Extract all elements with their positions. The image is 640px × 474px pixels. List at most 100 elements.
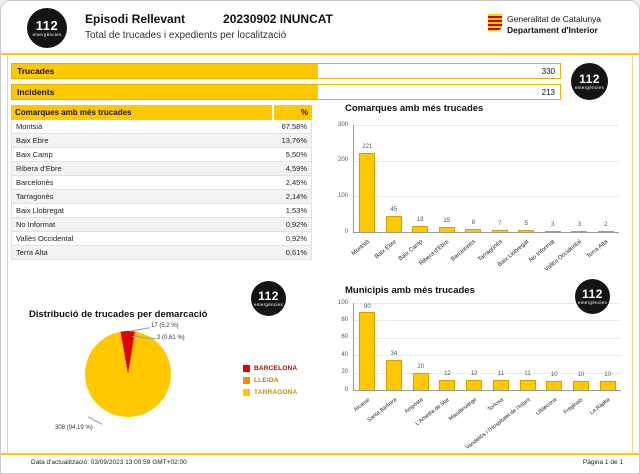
legend-label: BARCELONA: [254, 365, 298, 372]
bar: [597, 231, 614, 232]
bar-value-label: 10: [577, 372, 585, 379]
bar-chart: 0 20 40 60 80 100 90 34 20 12 12 11 11 10 10 10 Alcana…: [331, 299, 633, 455]
table-row: Baix Llobregat 1,53%: [11, 204, 312, 218]
org-name: Generalitat de Catalunya: [507, 14, 602, 24]
comarca-pct: 0,92%: [285, 220, 307, 229]
comarques-table-rows: Montsià 67,58% Baix Ebre 13,76% Baix Camp 5,5…: [11, 120, 312, 260]
y-tick-label: 20: [341, 369, 348, 376]
bar: [438, 226, 455, 232]
bar: [359, 311, 376, 390]
x-category-label: Tarragonès: [476, 239, 504, 263]
bar: [546, 381, 563, 390]
header-divider: [1, 53, 639, 55]
bar-chart: 0 100 200 300 221 45 18 15 8 7 5 3 3 2 Montsià Baix E…: [331, 122, 631, 273]
bar-value-label: 5: [524, 221, 528, 228]
footer-divider: [1, 453, 639, 455]
legend-item: TARRAGONA: [243, 389, 298, 396]
bar-value-label: 221: [362, 144, 373, 151]
comarques-bar-chart-panel: Comarques amb més trucades 0 100 200 300 22…: [331, 97, 631, 273]
table-row: Tarragonès 2,14%: [11, 190, 312, 204]
logo-112-number: 112: [35, 17, 59, 33]
y-tick-label: 80: [341, 316, 348, 323]
org-department: Departament d'Interior: [507, 25, 598, 36]
bar-value-label: 90: [364, 304, 371, 310]
bar: [412, 225, 429, 232]
summary-row: Incidents 213: [11, 84, 561, 100]
bar: [465, 229, 482, 232]
summary-label: Incidents: [12, 85, 318, 99]
emergency-112-logo: 112 emergències: [27, 8, 67, 48]
gridline: [354, 303, 621, 304]
x-category-label: Baix Camp: [397, 239, 425, 263]
bar-value-label: 18: [416, 216, 424, 223]
comarca-name: No Informat: [16, 220, 56, 229]
bar-value-label: 10: [604, 372, 611, 379]
chart-title: Comarques amb més trucades: [345, 103, 484, 114]
logo-112-number: 112: [579, 71, 600, 86]
comarca-name: Ribera d'Ebre: [16, 164, 62, 173]
pie-annotation: 308 (94,19 %): [55, 425, 93, 431]
gridline: [354, 196, 619, 198]
comarca-pct: 0,61%: [285, 248, 307, 257]
bar-value-label: 12: [470, 370, 478, 377]
bar: [518, 230, 535, 232]
gridline: [354, 125, 619, 126]
summary-value: 213: [541, 87, 555, 97]
y-tick-label: 0: [344, 228, 348, 235]
comarca-pct: 4,59%: [285, 164, 307, 173]
frame-left-line: [7, 55, 8, 453]
bar: [359, 153, 376, 232]
bar: [412, 372, 429, 390]
x-category-label: Barcelonès: [450, 239, 478, 263]
comarca-name: Baix Camp: [16, 150, 53, 159]
bar-value-label: 15: [443, 217, 451, 224]
y-axis: 0 100 200 300: [331, 122, 351, 235]
legend-swatch-icon: [243, 365, 250, 372]
comarca-name: Baix Llobregat: [16, 206, 64, 215]
bar: [491, 229, 508, 232]
pie-annotation: 17 (5,2 %): [151, 323, 179, 329]
gridline: [354, 355, 621, 357]
table-row: Montsià 67,58%: [11, 120, 312, 134]
summary-row: Trucades 330: [11, 63, 561, 79]
pie-legend: BARCELONA LLEIDA TARRAGONA: [243, 365, 298, 401]
table-header-row: Comarques amb més trucades %: [11, 105, 312, 120]
comarca-name: Baix Ebre: [16, 136, 49, 145]
y-tick-label: 0: [344, 386, 348, 393]
y-tick-label: 100: [337, 299, 348, 306]
x-category-label: Ulldecona: [534, 397, 558, 417]
municipis-bar-chart-panel: Municipis amb més trucades 0 20 40 60 80 100 …: [331, 277, 633, 455]
logo-112-caption: emergències: [577, 300, 608, 305]
table-row: Baix Ebre 13,76%: [11, 134, 312, 148]
bar: [492, 380, 509, 390]
generalitat-block: Generalitat de Catalunya Departament d'I…: [488, 14, 601, 36]
comarca-pct: 0,92%: [285, 234, 307, 243]
bar-value-label: 20: [417, 363, 425, 370]
x-category-label: Freginals: [563, 397, 585, 416]
legend-item: LLEIDA: [243, 377, 298, 384]
legend-item: BARCELONA: [243, 365, 298, 372]
x-category-label: Montsià: [351, 239, 372, 258]
comarca-pct: 2,45%: [285, 178, 307, 187]
bar-value-label: 3: [551, 221, 555, 228]
bar: [572, 381, 589, 390]
bar-value-label: 2: [604, 222, 608, 229]
y-tick-label: 200: [337, 157, 348, 164]
x-category-label: Masdenverge: [447, 397, 478, 423]
bar-value-label: 34: [390, 351, 398, 358]
summary-value: 330: [541, 66, 555, 76]
report-title: Episodi Rellevant: [85, 12, 186, 26]
header-titles: Episodi Rellevant 20230902 INUNCAT Total…: [85, 12, 333, 41]
summary-rows: Trucades 330 Incidents 213: [11, 63, 561, 105]
emergency-112-logo: 112 emergències: [251, 281, 286, 316]
comarca-pct: 67,58%: [281, 122, 307, 131]
legend-label: LLEIDA: [254, 377, 279, 384]
y-tick-label: 100: [337, 192, 348, 199]
x-category-label: Terra Alta: [586, 239, 610, 260]
episode-code: 20230902 INUNCAT: [223, 12, 333, 26]
bar: [466, 379, 483, 390]
pie-section: Distribució de trucades per demarcació 1…: [11, 279, 323, 449]
bar-value-label: 7: [498, 220, 502, 227]
logo-112-number: 112: [258, 288, 279, 303]
